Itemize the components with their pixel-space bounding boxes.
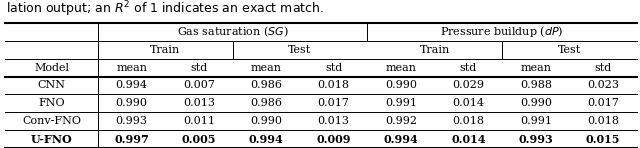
- Text: 0.991: 0.991: [385, 98, 417, 108]
- Text: Test: Test: [558, 45, 581, 55]
- Text: 0.997: 0.997: [114, 133, 149, 145]
- Text: Train: Train: [420, 45, 450, 55]
- Text: U-FNO: U-FNO: [31, 133, 72, 145]
- Text: 0.994: 0.994: [116, 81, 148, 90]
- Text: 0.993: 0.993: [518, 133, 553, 145]
- Text: std: std: [460, 63, 477, 73]
- Text: 0.993: 0.993: [116, 116, 148, 126]
- Text: 0.986: 0.986: [250, 98, 282, 108]
- Text: 0.009: 0.009: [316, 133, 351, 145]
- Text: 0.992: 0.992: [385, 116, 417, 126]
- Text: 0.011: 0.011: [183, 116, 215, 126]
- Text: Test: Test: [289, 45, 312, 55]
- Text: 0.015: 0.015: [586, 133, 620, 145]
- Text: 0.990: 0.990: [385, 81, 417, 90]
- Text: Gas saturation ($SG$): Gas saturation ($SG$): [177, 25, 289, 39]
- Text: FNO: FNO: [38, 98, 65, 108]
- Text: mean: mean: [385, 63, 417, 73]
- Text: 0.988: 0.988: [520, 81, 552, 90]
- Text: 0.013: 0.013: [183, 98, 215, 108]
- Text: Model: Model: [34, 63, 69, 73]
- Text: lation output; an $R^2$ of 1 indicates an exact match.: lation output; an $R^2$ of 1 indicates a…: [6, 0, 324, 20]
- Text: 0.990: 0.990: [250, 116, 282, 126]
- Text: 0.018: 0.018: [587, 116, 619, 126]
- Text: 0.023: 0.023: [587, 81, 619, 90]
- Text: 0.994: 0.994: [249, 133, 284, 145]
- Text: 0.005: 0.005: [182, 133, 216, 145]
- Text: mean: mean: [520, 63, 551, 73]
- Text: 0.029: 0.029: [452, 81, 484, 90]
- Text: Conv-FNO: Conv-FNO: [22, 116, 81, 126]
- Text: 0.018: 0.018: [317, 81, 349, 90]
- Text: Pressure buildup ($dP$): Pressure buildup ($dP$): [440, 24, 564, 39]
- Text: mean: mean: [251, 63, 282, 73]
- Text: std: std: [325, 63, 342, 73]
- Text: 0.013: 0.013: [317, 116, 349, 126]
- Text: 0.014: 0.014: [451, 133, 486, 145]
- Text: CNN: CNN: [38, 81, 65, 90]
- Text: 0.986: 0.986: [250, 81, 282, 90]
- Text: std: std: [190, 63, 207, 73]
- Text: 0.018: 0.018: [452, 116, 484, 126]
- Text: Train: Train: [150, 45, 180, 55]
- Text: 0.991: 0.991: [520, 116, 552, 126]
- Text: 0.990: 0.990: [520, 98, 552, 108]
- Text: std: std: [595, 63, 612, 73]
- Text: 0.014: 0.014: [452, 98, 484, 108]
- Text: 0.994: 0.994: [383, 133, 419, 145]
- Text: 0.990: 0.990: [116, 98, 148, 108]
- Text: 0.007: 0.007: [183, 81, 215, 90]
- Text: 0.017: 0.017: [587, 98, 619, 108]
- Text: 0.017: 0.017: [317, 98, 349, 108]
- Text: mean: mean: [116, 63, 147, 73]
